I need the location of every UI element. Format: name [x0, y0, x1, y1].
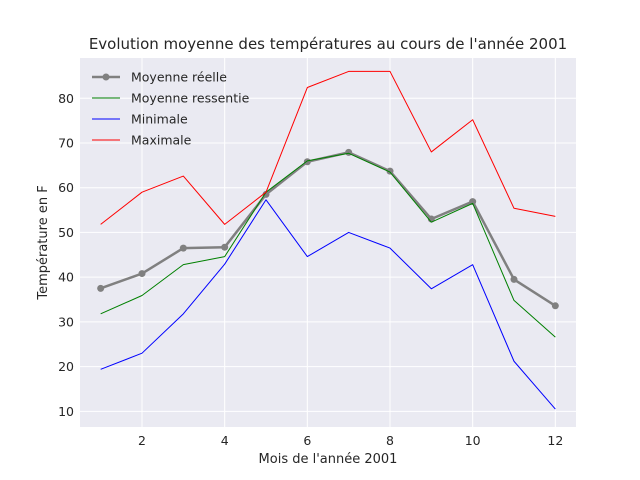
data-point	[97, 284, 105, 292]
y-tick-label: 10	[58, 404, 74, 419]
x-tick-label: 2	[138, 433, 146, 448]
y-tick-label: 50	[58, 225, 74, 240]
data-point	[179, 244, 187, 252]
data-point	[469, 198, 477, 206]
tick-labels: 2 4 6 8 10 12 10 20 30 40 50 60 70 80	[58, 91, 563, 448]
legend-item: Maximale	[92, 133, 192, 148]
x-tick-label: 6	[303, 433, 311, 448]
chart-title: Evolution moyenne des températures au co…	[89, 35, 567, 53]
series-line	[100, 152, 556, 338]
data-point	[262, 190, 270, 198]
legend-label: Minimale	[131, 112, 188, 127]
legend-item: Moyenne réelle	[92, 70, 227, 85]
data-point	[303, 158, 311, 166]
series-4	[100, 70, 556, 225]
x-axis-label: Mois de l'année 2001	[259, 452, 398, 467]
x-tick-label: 12	[547, 433, 563, 448]
x-tick-label: 4	[221, 433, 229, 448]
data-point	[510, 275, 518, 283]
series-3	[100, 199, 556, 410]
legend-label: Maximale	[131, 133, 192, 148]
series-2	[100, 152, 556, 338]
x-tick-label: 10	[465, 433, 481, 448]
series-line	[100, 70, 556, 225]
series-line	[100, 199, 556, 410]
y-tick-label: 60	[58, 180, 74, 195]
legend-item: Minimale	[92, 112, 188, 127]
y-tick-label: 70	[58, 135, 74, 150]
y-tick-label: 40	[58, 270, 74, 285]
y-tick-label: 80	[58, 91, 74, 106]
data-point	[386, 167, 394, 175]
legend-marker	[102, 73, 110, 81]
x-tick-label: 8	[386, 433, 394, 448]
series-layer	[97, 70, 559, 410]
legend-item: Moyenne ressentie	[92, 91, 250, 106]
data-point	[551, 302, 559, 310]
legend-label: Moyenne ressentie	[131, 91, 250, 106]
y-axis-label: Température en F	[36, 185, 51, 300]
y-tick-label: 30	[58, 314, 74, 329]
legend-label: Moyenne réelle	[131, 70, 227, 85]
data-point	[138, 270, 146, 278]
y-tick-label: 20	[58, 359, 74, 374]
legend: Moyenne réelle Moyenne ressentie Minimale M…	[92, 70, 250, 148]
data-point	[221, 243, 229, 251]
